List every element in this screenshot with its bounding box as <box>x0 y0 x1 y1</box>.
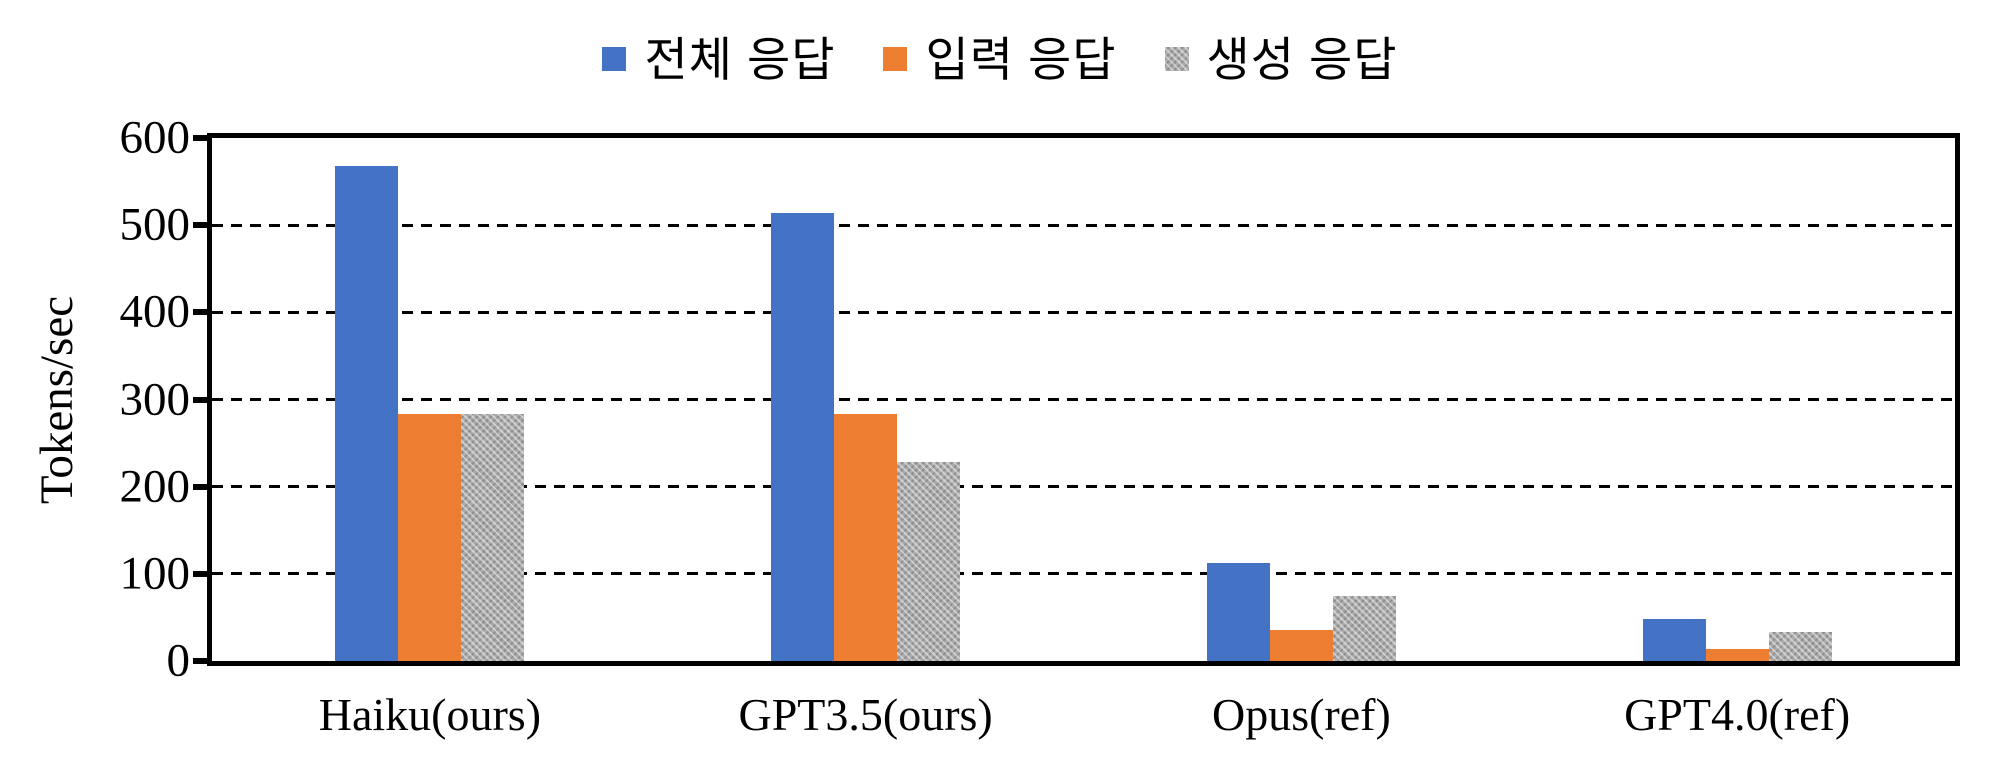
y-tick-mark-300 <box>193 396 207 403</box>
bar-cluster-GPT4.0(ref) <box>1642 619 1832 661</box>
bar-cluster-Haiku(ours) <box>335 165 525 661</box>
bar-Opus(ref)-series2 <box>1332 595 1396 661</box>
bar-Opus(ref)-series1 <box>1269 629 1333 661</box>
bar-GPT4.0(ref)-series2 <box>1768 632 1832 661</box>
bar-cluster-Opus(ref) <box>1206 563 1396 661</box>
y-tick-label: 300 <box>119 373 191 425</box>
y-tick-mark-100 <box>193 570 207 577</box>
bar-GPT3.5(ours)-series1 <box>834 414 898 661</box>
y-tick-label: 0 <box>166 634 191 687</box>
gridline-500 <box>212 223 1955 227</box>
plot-area <box>193 133 1960 666</box>
legend-label: 입력 응답 <box>925 32 1117 86</box>
bar-GPT3.5(ours)-series0 <box>771 213 835 661</box>
gridline-200 <box>212 485 1955 489</box>
legend-swatch-icon <box>883 47 908 71</box>
legend-item: 전체 응답 <box>602 36 835 83</box>
x-category-label: GPT4.0(ref) <box>1624 689 1851 740</box>
bar-Opus(ref)-series0 <box>1206 563 1270 661</box>
x-category-label: Opus(ref) <box>1211 689 1391 740</box>
y-tick-mark-600 <box>193 135 207 141</box>
legend-label: 생성 응답 <box>1206 32 1398 86</box>
y-tick-label: 600 <box>119 111 191 164</box>
gridline-400 <box>212 310 1955 314</box>
gridline-300 <box>212 398 1955 401</box>
legend-swatch-icon <box>602 47 627 71</box>
y-tick-label: 100 <box>119 547 191 600</box>
legend-label: 전체 응답 <box>644 32 836 86</box>
y-tick-label: 500 <box>119 198 191 251</box>
chart-legend: 전체 응답 입력 응답 생성 응답 <box>0 24 2000 94</box>
plot-inner <box>193 135 1955 664</box>
bar-GPT4.0(ref)-series1 <box>1705 648 1769 661</box>
x-category-label: Haiku(ours) <box>318 689 542 740</box>
bar-cluster-GPT3.5(ours) <box>771 213 961 661</box>
legend-item: 생성 응답 <box>1164 32 1398 86</box>
bar-GPT3.5(ours)-series2 <box>897 462 961 661</box>
bar-GPT4.0(ref)-series0 <box>1642 619 1706 661</box>
legend-swatch-icon <box>1164 47 1189 71</box>
bar-Haiku(ours)-series1 <box>398 414 462 661</box>
legend-item: 입력 응답 <box>883 36 1116 83</box>
bar-Haiku(ours)-series2 <box>461 414 525 661</box>
x-category-label: GPT3.5(ours) <box>738 689 993 740</box>
y-tick-mark-500 <box>193 222 207 229</box>
gridline-100 <box>212 572 1955 576</box>
y-tick-mark-400 <box>193 309 207 316</box>
y-tick-label: 400 <box>119 285 191 338</box>
bar-Haiku(ours)-series0 <box>335 165 399 661</box>
y-tick-mark-200 <box>193 483 207 490</box>
y-tick-label: 200 <box>119 460 191 513</box>
y-tick-mark-0 <box>193 658 207 664</box>
